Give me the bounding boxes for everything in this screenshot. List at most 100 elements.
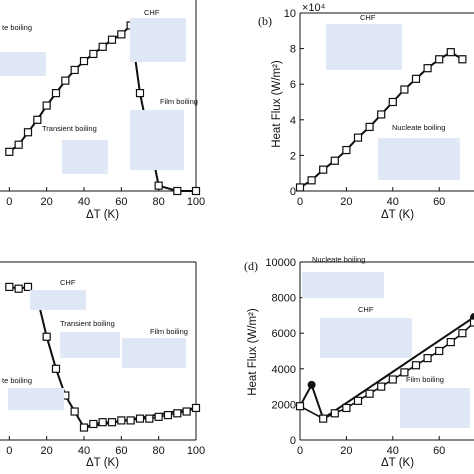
panel-d-point-open [446,338,455,347]
panel-a-annotation-transient: Transient boiling [42,124,97,133]
panel-b-annotation-chf: CHF [360,13,376,22]
panel-b: (b) ×10⁴ ΔT (K) Heat Flux (W/m²) 0 20 40 60… [258,2,474,221]
panel-d-ylabel: Heat Flux (W/m²) [247,308,259,396]
panel-b-point-open [342,145,351,155]
panel-c-point-open [182,407,191,416]
panel-b-point-open [400,85,409,94]
panel-d-point-open [435,346,444,356]
panel-d-xtick-label: 0 [297,445,303,457]
panel-c-annotation-chf: CHF [60,278,76,287]
panel-d-annotation-chf: CHF [358,305,374,314]
panel-c-xtick-label: 60 [115,445,127,457]
panel-c: ΔT (K) 0 20 40 60 80 100 CHF Transient boilin… [0,261,205,469]
panel-a-xtick-label: 80 [153,196,165,208]
panel-b-point-open [295,183,305,192]
panel-c-point-open [163,410,173,420]
panel-a-point-open [107,35,117,44]
panel-a-xlabel: ΔT (K) [86,209,119,221]
panel-c-point-open [14,284,23,293]
panel-c-point-open [70,407,79,416]
panel-a-xtick-label: 60 [115,196,127,208]
panel-d-xlabel: ΔT (K) [381,457,414,469]
panel-d-point-open [342,403,351,413]
panel-a-xtick-label: 0 [6,196,12,208]
panel-a-annotation-film: Film boiling [160,97,198,106]
panel-d-series-line-0 [299,316,474,421]
panel-b-point-open [307,176,316,185]
panel-a-point-open [70,65,79,75]
panel-a: ΔT (K) 0 20 40 60 80 100 te boiling CHF Trans… [0,0,205,221]
panel-c-point-open [51,364,61,373]
panel-d-xtick-label: 20 [340,445,352,457]
panel-b-xtick-label: 60 [433,196,445,208]
panel-d-point-open [353,396,363,405]
panel-d-ytick-label: 6000 [272,328,296,340]
panel-d-point-open [411,361,421,370]
panel-c-point-open [135,414,145,423]
panel-a-point-open [191,186,201,196]
panel-b-xtick-label: 40 [387,196,399,208]
panel-d-ytick-label: 0 [290,435,296,447]
panel-d-point-open [330,409,339,418]
panel-c-point-open [23,282,33,292]
panel-d-annotation-nucleate: Nucleate boiling [312,255,365,264]
panel-d-point-open [295,402,305,411]
panel-a-point-open [51,88,61,98]
panel-d-ytick-label: 4000 [272,364,296,376]
panel-a-point-open [23,128,33,137]
panel-b-point-open [377,110,386,119]
panel-d-point-open [365,389,374,398]
panel-a-point-open [61,76,70,85]
panel-b-ytick-label: 10 [284,8,296,20]
panel-a-point-open [33,115,42,124]
panel-d-point-filled [307,380,316,389]
panel-a-bubble-illustrations [0,18,186,174]
panel-a-point-open [117,30,126,39]
panel-c-bubble-illustrations [8,290,186,410]
panel-b-point-open [446,48,455,57]
panel-c-point-open [173,409,182,418]
panel-b-bubble-illustrations [326,24,460,180]
panel-a-point-open [5,147,14,156]
panel-b-point-open [423,64,432,73]
panel-a-point-open [135,88,145,98]
panel-b-ytick-label: 6 [290,79,296,91]
panel-c-point-open [154,412,163,421]
panel-a-point-open [98,42,107,51]
panel-c-annotation-transient: Transient boiling [60,319,115,328]
panel-c-point-open [126,416,135,425]
panel-b-label: (b) [258,14,272,28]
panel-b-point-open [319,165,328,174]
panel-d-point-open [423,354,432,363]
panel-a-point-open [173,186,182,196]
panel-d-point-open [319,414,328,423]
panel-c-xtick-label: 0 [6,445,12,457]
panel-c-point-open [191,403,201,413]
panel-b-xtick-label: 20 [340,196,352,208]
panel-d-annotation-film: Film boiling [406,375,444,384]
panel-d-point-open [458,329,467,338]
panel-b-xtick-label: 0 [297,196,303,208]
panel-d-ytick-label: 8000 [272,293,296,305]
panel-c-point-open [42,332,51,341]
panel-a-point-open [42,101,51,110]
panel-a-xtick-label: 100 [187,196,205,208]
panel-b-point-open [435,55,444,64]
panel-d-ytick-label: 2000 [272,399,296,411]
panel-b-point-open [411,74,421,83]
panel-c-xtick-label: 20 [41,445,53,457]
panel-d-ytick-label: 10000 [265,257,296,269]
panel-d: (d) ΔT (K) Heat Flux (W/m²) 0 20 40 60 0 2000… [244,255,474,469]
panel-c-point-open [117,416,126,425]
panel-d-point-open [400,368,409,377]
panel-a-annotation-nucleate: te boiling [2,23,32,32]
panel-b-ytick-label: 0 [290,186,296,198]
panel-b-point-open [388,97,397,107]
panel-c-xtick-label: 40 [78,445,90,457]
panel-c-xlabel: ΔT (K) [86,457,119,469]
panel-a-point-open [79,56,89,66]
panel-c-point-open [79,423,89,432]
panel-a-point-open [89,49,98,59]
panel-c-annotation-film: Film boiling [150,327,188,336]
panel-a-point-open [154,181,163,190]
